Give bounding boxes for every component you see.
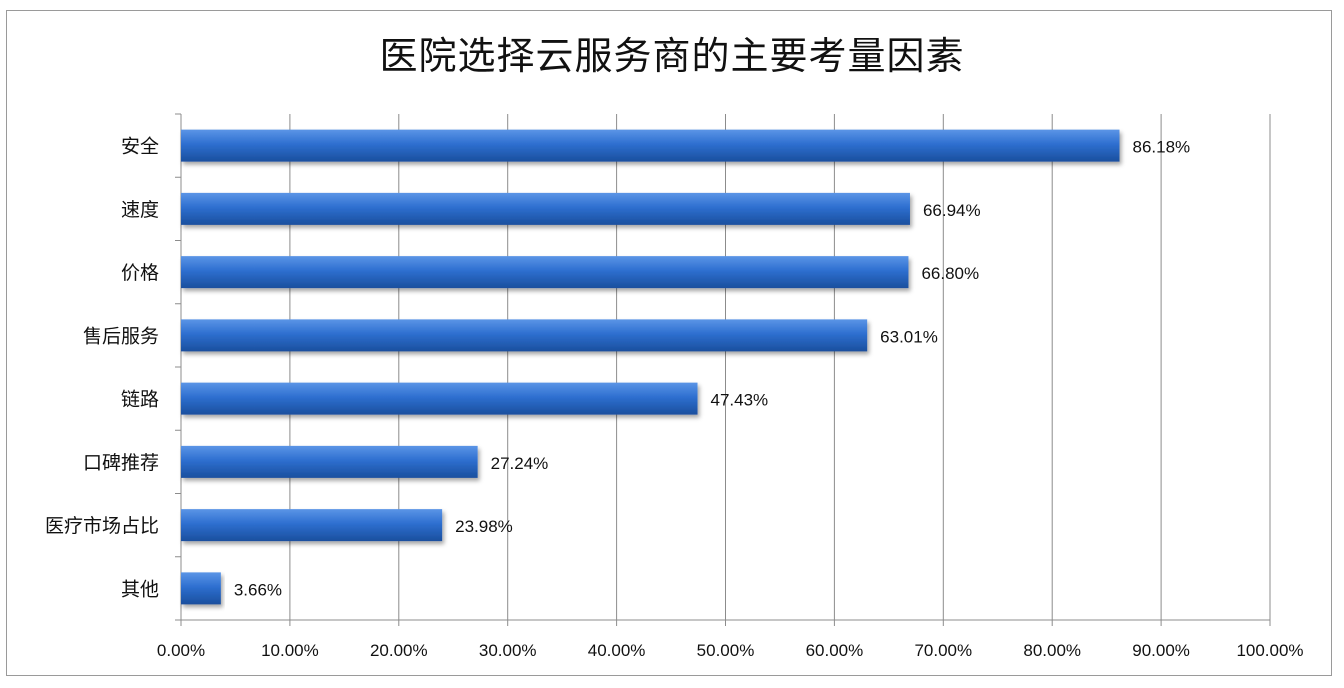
bar-8 xyxy=(181,572,221,605)
x-tick-label: 50.00% xyxy=(697,641,755,660)
x-tick-label: 60.00% xyxy=(806,641,864,660)
bar-6 xyxy=(181,445,478,478)
bar-4 xyxy=(181,319,868,352)
category-label: 售后服务 xyxy=(83,325,159,347)
value-label: 66.80% xyxy=(921,264,979,283)
category-label: 口碑推荐 xyxy=(83,452,159,474)
category-label: 链路 xyxy=(121,389,159,411)
value-label: 23.98% xyxy=(455,517,513,536)
x-tick-label: 0.00% xyxy=(157,641,205,660)
value-label: 47.43% xyxy=(711,391,769,410)
category-label: 医疗市场占比 xyxy=(45,515,159,537)
x-tick-label: 20.00% xyxy=(370,641,428,660)
category-label: 价格 xyxy=(121,262,159,284)
bar-7 xyxy=(181,509,443,542)
x-tick-label: 30.00% xyxy=(479,641,537,660)
category-label: 安全 xyxy=(121,136,159,158)
x-tick-label: 10.00% xyxy=(261,641,319,660)
value-label: 27.24% xyxy=(491,454,549,473)
value-label: 63.01% xyxy=(880,327,938,346)
category-label: 其他 xyxy=(121,578,159,600)
bar-3 xyxy=(181,256,909,289)
value-label: 86.18% xyxy=(1133,138,1191,157)
bar-5 xyxy=(181,382,698,415)
bar-2 xyxy=(181,192,910,225)
x-tick-label: 70.00% xyxy=(914,641,972,660)
category-label: 速度 xyxy=(121,199,159,221)
chart-title: 医院选择云服务商的主要考量因素 xyxy=(379,34,965,78)
value-label: 66.94% xyxy=(923,201,981,220)
x-tick-label: 40.00% xyxy=(588,641,646,660)
x-tick-label: 100.00% xyxy=(1236,641,1303,660)
x-tick-label: 90.00% xyxy=(1132,641,1190,660)
x-tick-label: 80.00% xyxy=(1023,641,1081,660)
value-label: 3.66% xyxy=(234,580,282,599)
bar-1 xyxy=(181,129,1120,162)
